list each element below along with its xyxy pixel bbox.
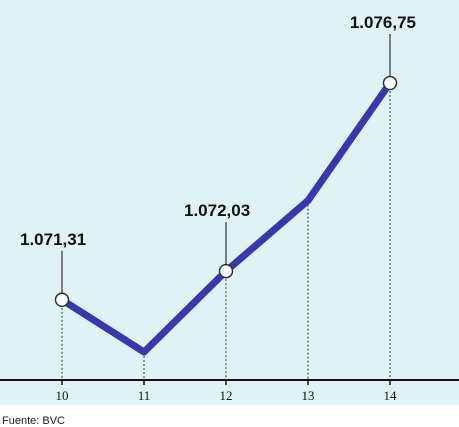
callout-markers: [54, 75, 398, 308]
x-tick-label: 12: [220, 388, 233, 403]
plot-background: [0, 0, 459, 405]
x-tick-label: 14: [384, 388, 398, 403]
vertical-guides: [61, 83, 391, 380]
x-axis-ticks: 10 11 12 13 14: [56, 380, 398, 403]
data-point-marker: [218, 263, 234, 279]
callout-labels: 1.071,31 1.072,03 1.076,75: [20, 13, 416, 293]
data-point-marker: [382, 75, 398, 91]
callout-value-label: 1.072,03: [184, 201, 250, 220]
x-tick-label: 11: [138, 388, 151, 403]
x-tick-label: 10: [56, 388, 69, 403]
callout-value-label: 1.076,75: [350, 13, 416, 32]
x-tick-label: 13: [302, 388, 315, 403]
callout-value-label: 1.071,31: [20, 230, 86, 249]
source-note: Fuente: BVC: [2, 415, 65, 427]
data-point-marker: [54, 292, 70, 308]
